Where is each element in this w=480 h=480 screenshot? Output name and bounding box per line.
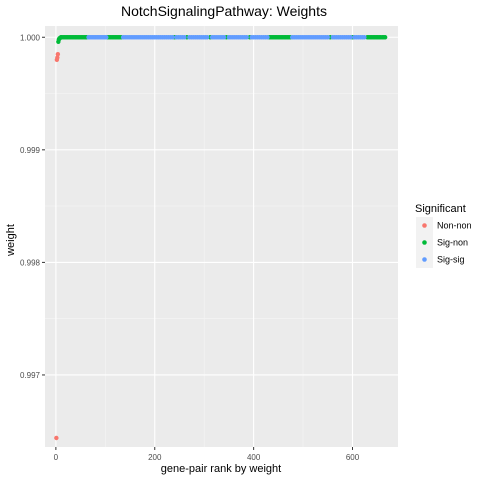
point-non-non xyxy=(56,52,60,56)
legend-marker xyxy=(422,257,427,262)
point-sig-sig xyxy=(348,35,352,39)
legend-title: Significant xyxy=(415,203,466,215)
point-sig-sig xyxy=(245,35,249,39)
chart-title: NotchSignalingPathway: Weights xyxy=(121,3,327,19)
y-tick-label: 0.998 xyxy=(20,258,41,267)
x-tick-label: 200 xyxy=(148,453,162,462)
point-sig-sig xyxy=(182,35,186,39)
legend-label: Sig-non xyxy=(437,238,468,248)
point-sig-sig xyxy=(326,35,330,39)
y-tick-label: 0.997 xyxy=(20,371,41,380)
plot-panel xyxy=(45,26,398,447)
point-sig-sig xyxy=(104,35,108,39)
legend-label: Sig-sig xyxy=(437,255,465,265)
legend-marker xyxy=(422,223,427,228)
y-tick-label: 1.000 xyxy=(20,33,41,42)
y-axis-label: weight xyxy=(5,224,17,257)
point-sig-sig xyxy=(170,35,174,39)
point-sig-sig xyxy=(362,35,366,39)
y-tick-label: 0.999 xyxy=(20,146,41,155)
point-sig-non xyxy=(383,35,387,39)
point-non-non xyxy=(54,436,58,440)
point-sig-sig xyxy=(265,35,269,39)
point-sig-sig xyxy=(222,35,226,39)
x-tick-label: 0 xyxy=(54,453,59,462)
legend-marker xyxy=(422,240,427,245)
x-tick-label: 400 xyxy=(247,453,261,462)
point-sig-sig xyxy=(205,35,209,39)
legend-label: Non-non xyxy=(437,221,472,231)
x-axis-label: gene-pair rank by weight xyxy=(161,463,281,475)
x-tick-label: 600 xyxy=(346,453,360,462)
